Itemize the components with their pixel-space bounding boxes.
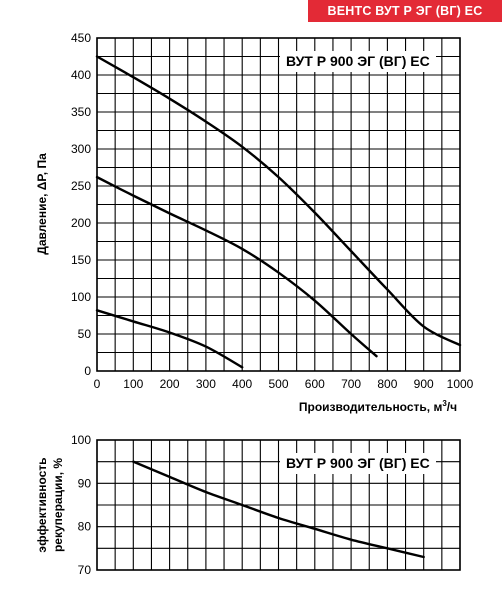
y-axis-title-line-2: рекуперации, % <box>51 458 65 552</box>
series-line <box>132 460 425 559</box>
series-line <box>95 55 462 347</box>
x-tick-label: 600 <box>305 377 325 391</box>
x-tick-label: 200 <box>160 377 180 391</box>
chart-title: ВУТ Р 900 ЭГ (ВГ) ЕС <box>286 53 430 69</box>
y-tick-label: 150 <box>71 253 91 267</box>
x-tick-label: 1000 <box>447 377 474 391</box>
x-tick-label: 900 <box>414 377 434 391</box>
y-tick-label: 0 <box>84 364 91 378</box>
x-tick-label: 700 <box>341 377 361 391</box>
y-axis-title-line-1: эффективность <box>35 457 49 552</box>
series-line <box>95 175 378 358</box>
efficiency-chart: 70 80 90 100 ВУТ Р 900 ЭГ (ВГ) ЕС эффективнос… <box>35 433 461 577</box>
y-tick-label: 100 <box>71 433 91 447</box>
plot-frame <box>96 439 461 571</box>
plot-frame <box>96 37 461 372</box>
y-tick-label: 450 <box>71 31 91 45</box>
y-axis-title: Давление, ΔР, Па <box>35 153 49 255</box>
pressure-chart: 0 50 100 150 200 250 300 350 400 450 0 100 200 300 400… <box>35 31 474 414</box>
x-tick-label: 0 <box>94 377 101 391</box>
y-tick-label: 70 <box>78 563 92 577</box>
x-tick-label: 400 <box>232 377 252 391</box>
y-tick-label: 100 <box>71 290 91 304</box>
y-tick-label: 200 <box>71 216 91 230</box>
chart-title-background <box>280 453 436 474</box>
y-tick-label: 50 <box>78 327 92 341</box>
series-line <box>95 309 244 369</box>
x-tick-label: 300 <box>196 377 216 391</box>
chart-title: ВУТ Р 900 ЭГ (ВГ) ЕС <box>286 455 430 471</box>
header-badge: ВЕНТС ВУТ Р ЭГ (ВГ) ЕС <box>308 0 502 22</box>
x-tick-label: 800 <box>377 377 397 391</box>
x-axis-title: Производительность, м3/ч <box>299 399 457 414</box>
y-tick-label: 300 <box>71 142 91 156</box>
x-tick-label: 100 <box>123 377 143 391</box>
chart-title-background <box>280 51 436 72</box>
x-tick-label: 500 <box>268 377 288 391</box>
y-tick-label: 90 <box>78 476 92 490</box>
y-tick-label: 80 <box>78 520 92 534</box>
y-tick-label: 250 <box>71 179 91 193</box>
y-tick-label: 400 <box>71 68 91 82</box>
y-tick-label: 350 <box>71 105 91 119</box>
